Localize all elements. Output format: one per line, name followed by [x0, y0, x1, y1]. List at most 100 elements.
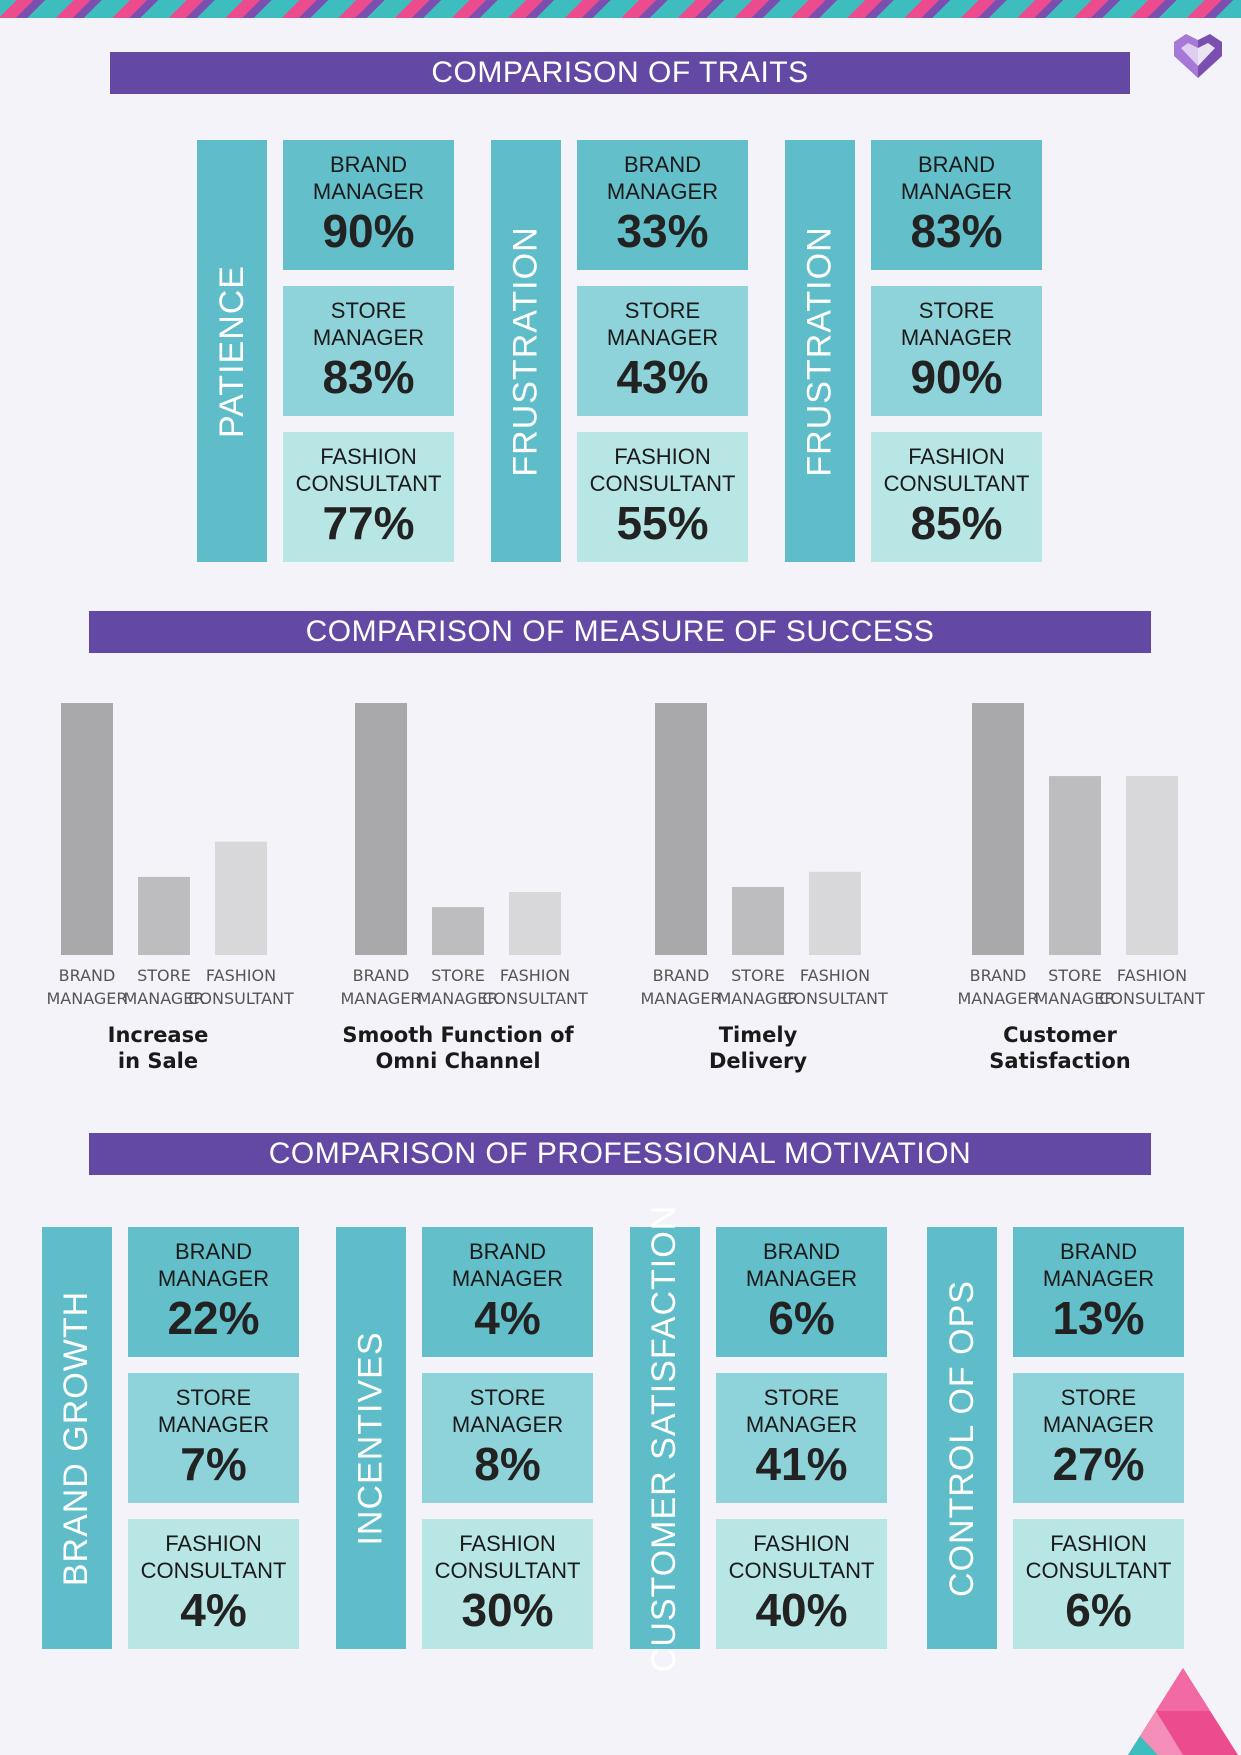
role-label: BRAND MANAGER [745, 1239, 858, 1291]
heart-logo-icon [1174, 34, 1222, 78]
traits-label-1: FRUSTRATION [491, 140, 561, 562]
percent-value: 43% [616, 351, 709, 403]
role-label: STORE MANAGER [900, 298, 1013, 350]
motivation-card: FASHION CONSULTANT 4% [128, 1519, 299, 1649]
traits-label-2: FRUSTRATION [785, 140, 855, 562]
percent-value: 27% [1052, 1438, 1145, 1490]
bar-tick-label: MANAGER [717, 989, 798, 1008]
traits-label-0: PATIENCE [197, 140, 267, 562]
group-title-2: Timely Delivery [708, 1023, 808, 1073]
percent-value: 22% [167, 1292, 260, 1344]
bar-tick-label: CONSULTANT [1099, 989, 1205, 1008]
bar-tick-label: MANAGER [123, 989, 204, 1008]
bar-0-0 [61, 703, 113, 955]
percent-value: 13% [1052, 1292, 1145, 1344]
bar-tick-label: FASHION [206, 966, 276, 985]
percent-value: 6% [768, 1292, 835, 1344]
bar-tick-label: STORE [1048, 966, 1102, 985]
bar-tick-label: BRAND [59, 966, 116, 985]
bar-tick-label: BRAND [653, 966, 710, 985]
bar-tick-label: MANAGER [640, 989, 721, 1008]
role-label: BRAND MANAGER [451, 1239, 564, 1291]
traits-card: BRAND MANAGER 33% [577, 140, 748, 270]
success-bar-chart: BRANDMANAGERSTOREMANAGERFASHIONCONSULTAN… [46, 703, 1205, 1008]
motivation-card: STORE MANAGER 27% [1013, 1373, 1184, 1503]
role-label: BRAND MANAGER [900, 152, 1013, 204]
bar-tick-label: STORE [431, 966, 485, 985]
bar-tick-label: FASHION [500, 966, 570, 985]
traits-card: FASHION CONSULTANT 85% [871, 432, 1042, 562]
bar-tick-label: STORE [137, 966, 191, 985]
motivation-title: COMPARISON OF PROFESSIONAL MOTIVATION [268, 1137, 972, 1170]
percent-value: 40% [755, 1584, 848, 1636]
percent-value: 4% [474, 1292, 541, 1344]
bar-tick-label: MANAGER [417, 989, 498, 1008]
bar-tick-label: CONSULTANT [188, 989, 294, 1008]
bar-2-2 [809, 871, 861, 955]
traits-label-text: FRUSTRATION [506, 225, 545, 477]
motivation-card: FASHION CONSULTANT 6% [1013, 1519, 1184, 1649]
percent-value: 85% [910, 497, 1003, 549]
bar-tick-label: FASHION [800, 966, 870, 985]
motivation-label-text: CUSTOMER SATISFACTION [645, 1204, 684, 1672]
motivation-card: FASHION CONSULTANT 40% [716, 1519, 887, 1649]
percent-value: 6% [1065, 1584, 1132, 1636]
motivation-card: STORE MANAGER 7% [128, 1373, 299, 1503]
bar-1-0 [355, 703, 407, 955]
bar-tick-label: CONSULTANT [482, 989, 588, 1008]
bar-tick-label: STORE [731, 966, 785, 985]
motivation-card: BRAND MANAGER 6% [716, 1227, 887, 1357]
success-title: COMPARISON OF MEASURE OF SUCCESS [305, 615, 935, 648]
traits-card: STORE MANAGER 43% [577, 286, 748, 416]
percent-value: 90% [910, 351, 1003, 403]
percent-value: 8% [474, 1438, 541, 1490]
traits-card: STORE MANAGER 83% [283, 286, 454, 416]
traits-banner: COMPARISON OF TRAITS [110, 52, 1130, 94]
bar-tick-label: BRAND [353, 966, 410, 985]
bar-tick-label: MANAGER [340, 989, 421, 1008]
motivation-label-text: INCENTIVES [351, 1330, 390, 1546]
role-label: FASHION CONSULTANT [140, 1531, 287, 1583]
role-label: STORE MANAGER [451, 1385, 564, 1437]
role-label: STORE MANAGER [157, 1385, 270, 1437]
bar-tick-label: CONSULTANT [782, 989, 888, 1008]
traits-card: BRAND MANAGER 83% [871, 140, 1042, 270]
triangle-pattern-icon [1128, 1668, 1238, 1755]
traits-label-text: PATIENCE [212, 264, 251, 438]
motivation-card: BRAND MANAGER 22% [128, 1227, 299, 1357]
role-label: FASHION CONSULTANT [883, 444, 1030, 496]
motivation-label-text: CONTROL OF OPS [942, 1279, 981, 1597]
bar-tick-label: FASHION [1117, 966, 1187, 985]
role-label: BRAND MANAGER [1042, 1239, 1155, 1291]
traits-card: FASHION CONSULTANT 55% [577, 432, 748, 562]
bar-1-2 [509, 892, 561, 955]
role-label: STORE MANAGER [1042, 1385, 1155, 1437]
traits-label-text: FRUSTRATION [800, 225, 839, 477]
percent-value: 55% [616, 497, 709, 549]
motivation-label-3: CONTROL OF OPS [927, 1227, 997, 1649]
traits-card: BRAND MANAGER 90% [283, 140, 454, 270]
bar-3-0 [972, 703, 1024, 955]
percent-value: 41% [755, 1438, 848, 1490]
role-label: STORE MANAGER [745, 1385, 858, 1437]
percent-value: 83% [910, 205, 1003, 257]
bar-3-2 [1126, 776, 1178, 955]
percent-value: 33% [616, 205, 709, 257]
motivation-label-1: INCENTIVES [336, 1227, 406, 1649]
group-title-1: Smooth Function of Omni Channel [342, 1023, 574, 1073]
decorative-stripe [0, 0, 1241, 18]
role-label: FASHION CONSULTANT [728, 1531, 875, 1583]
bar-tick-label: BRAND [970, 966, 1027, 985]
role-label: BRAND MANAGER [606, 152, 719, 204]
percent-value: 83% [322, 351, 415, 403]
role-label: STORE MANAGER [606, 298, 719, 350]
motivation-card: BRAND MANAGER 13% [1013, 1227, 1184, 1357]
bar-1-1 [432, 907, 484, 955]
group-title-3: Customer Satisfaction [989, 1023, 1131, 1073]
traits-card: STORE MANAGER 90% [871, 286, 1042, 416]
role-label: FASHION CONSULTANT [1025, 1531, 1172, 1583]
percent-value: 30% [461, 1584, 554, 1636]
motivation-card: FASHION CONSULTANT 30% [422, 1519, 593, 1649]
bar-2-1 [732, 886, 784, 955]
bar-0-2 [215, 841, 267, 955]
